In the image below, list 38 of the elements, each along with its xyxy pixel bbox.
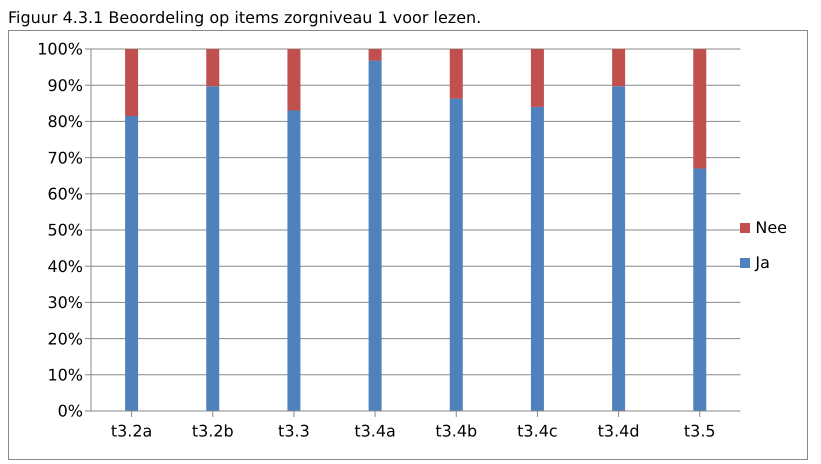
y-tick-label: 0% — [58, 402, 83, 421]
bar — [368, 60, 382, 411]
y-tick-label: 90% — [47, 76, 83, 95]
x-tick-label: t3.5 — [684, 421, 716, 440]
bar — [530, 49, 544, 107]
bar — [693, 49, 706, 168]
y-tick-label: 40% — [47, 256, 83, 276]
bar — [530, 106, 544, 411]
y-tick-label: 10% — [47, 365, 83, 384]
bar — [287, 49, 300, 111]
bar — [206, 86, 220, 411]
y-tick-label: 50% — [47, 220, 83, 240]
bar — [612, 86, 626, 411]
bar — [450, 98, 463, 411]
x-tick-label: t3.2a — [110, 421, 152, 440]
y-tick-label: 30% — [47, 293, 83, 312]
bar — [125, 116, 138, 411]
y-tick-label: 100% — [37, 40, 83, 59]
chart-title: Figuur 4.3.1 Beoordeling op items zorgniveau 1 voor lezen. — [8, 8, 482, 29]
y-tick-label: 70% — [47, 148, 83, 168]
x-tick-label: t3.4d — [598, 421, 640, 440]
x-tick-label: t3.4a — [354, 421, 396, 440]
y-tick-label: 60% — [47, 184, 83, 204]
x-tick-label: t3.3 — [278, 421, 310, 440]
bar — [206, 49, 220, 86]
y-tick-label: 80% — [47, 112, 83, 132]
bar — [368, 49, 382, 61]
bar — [450, 49, 463, 99]
x-tick-label: t3.4b — [435, 421, 478, 440]
x-tick-label: t3.2b — [192, 421, 234, 440]
legend-label: Nee — [755, 218, 787, 237]
bar — [693, 168, 706, 411]
y-tick-label: 20% — [47, 329, 83, 348]
legend-label: Ja — [755, 253, 770, 272]
bar — [612, 49, 626, 86]
bar — [287, 110, 300, 411]
x-tick-label: t3.4c — [517, 421, 558, 440]
bar — [125, 49, 138, 116]
